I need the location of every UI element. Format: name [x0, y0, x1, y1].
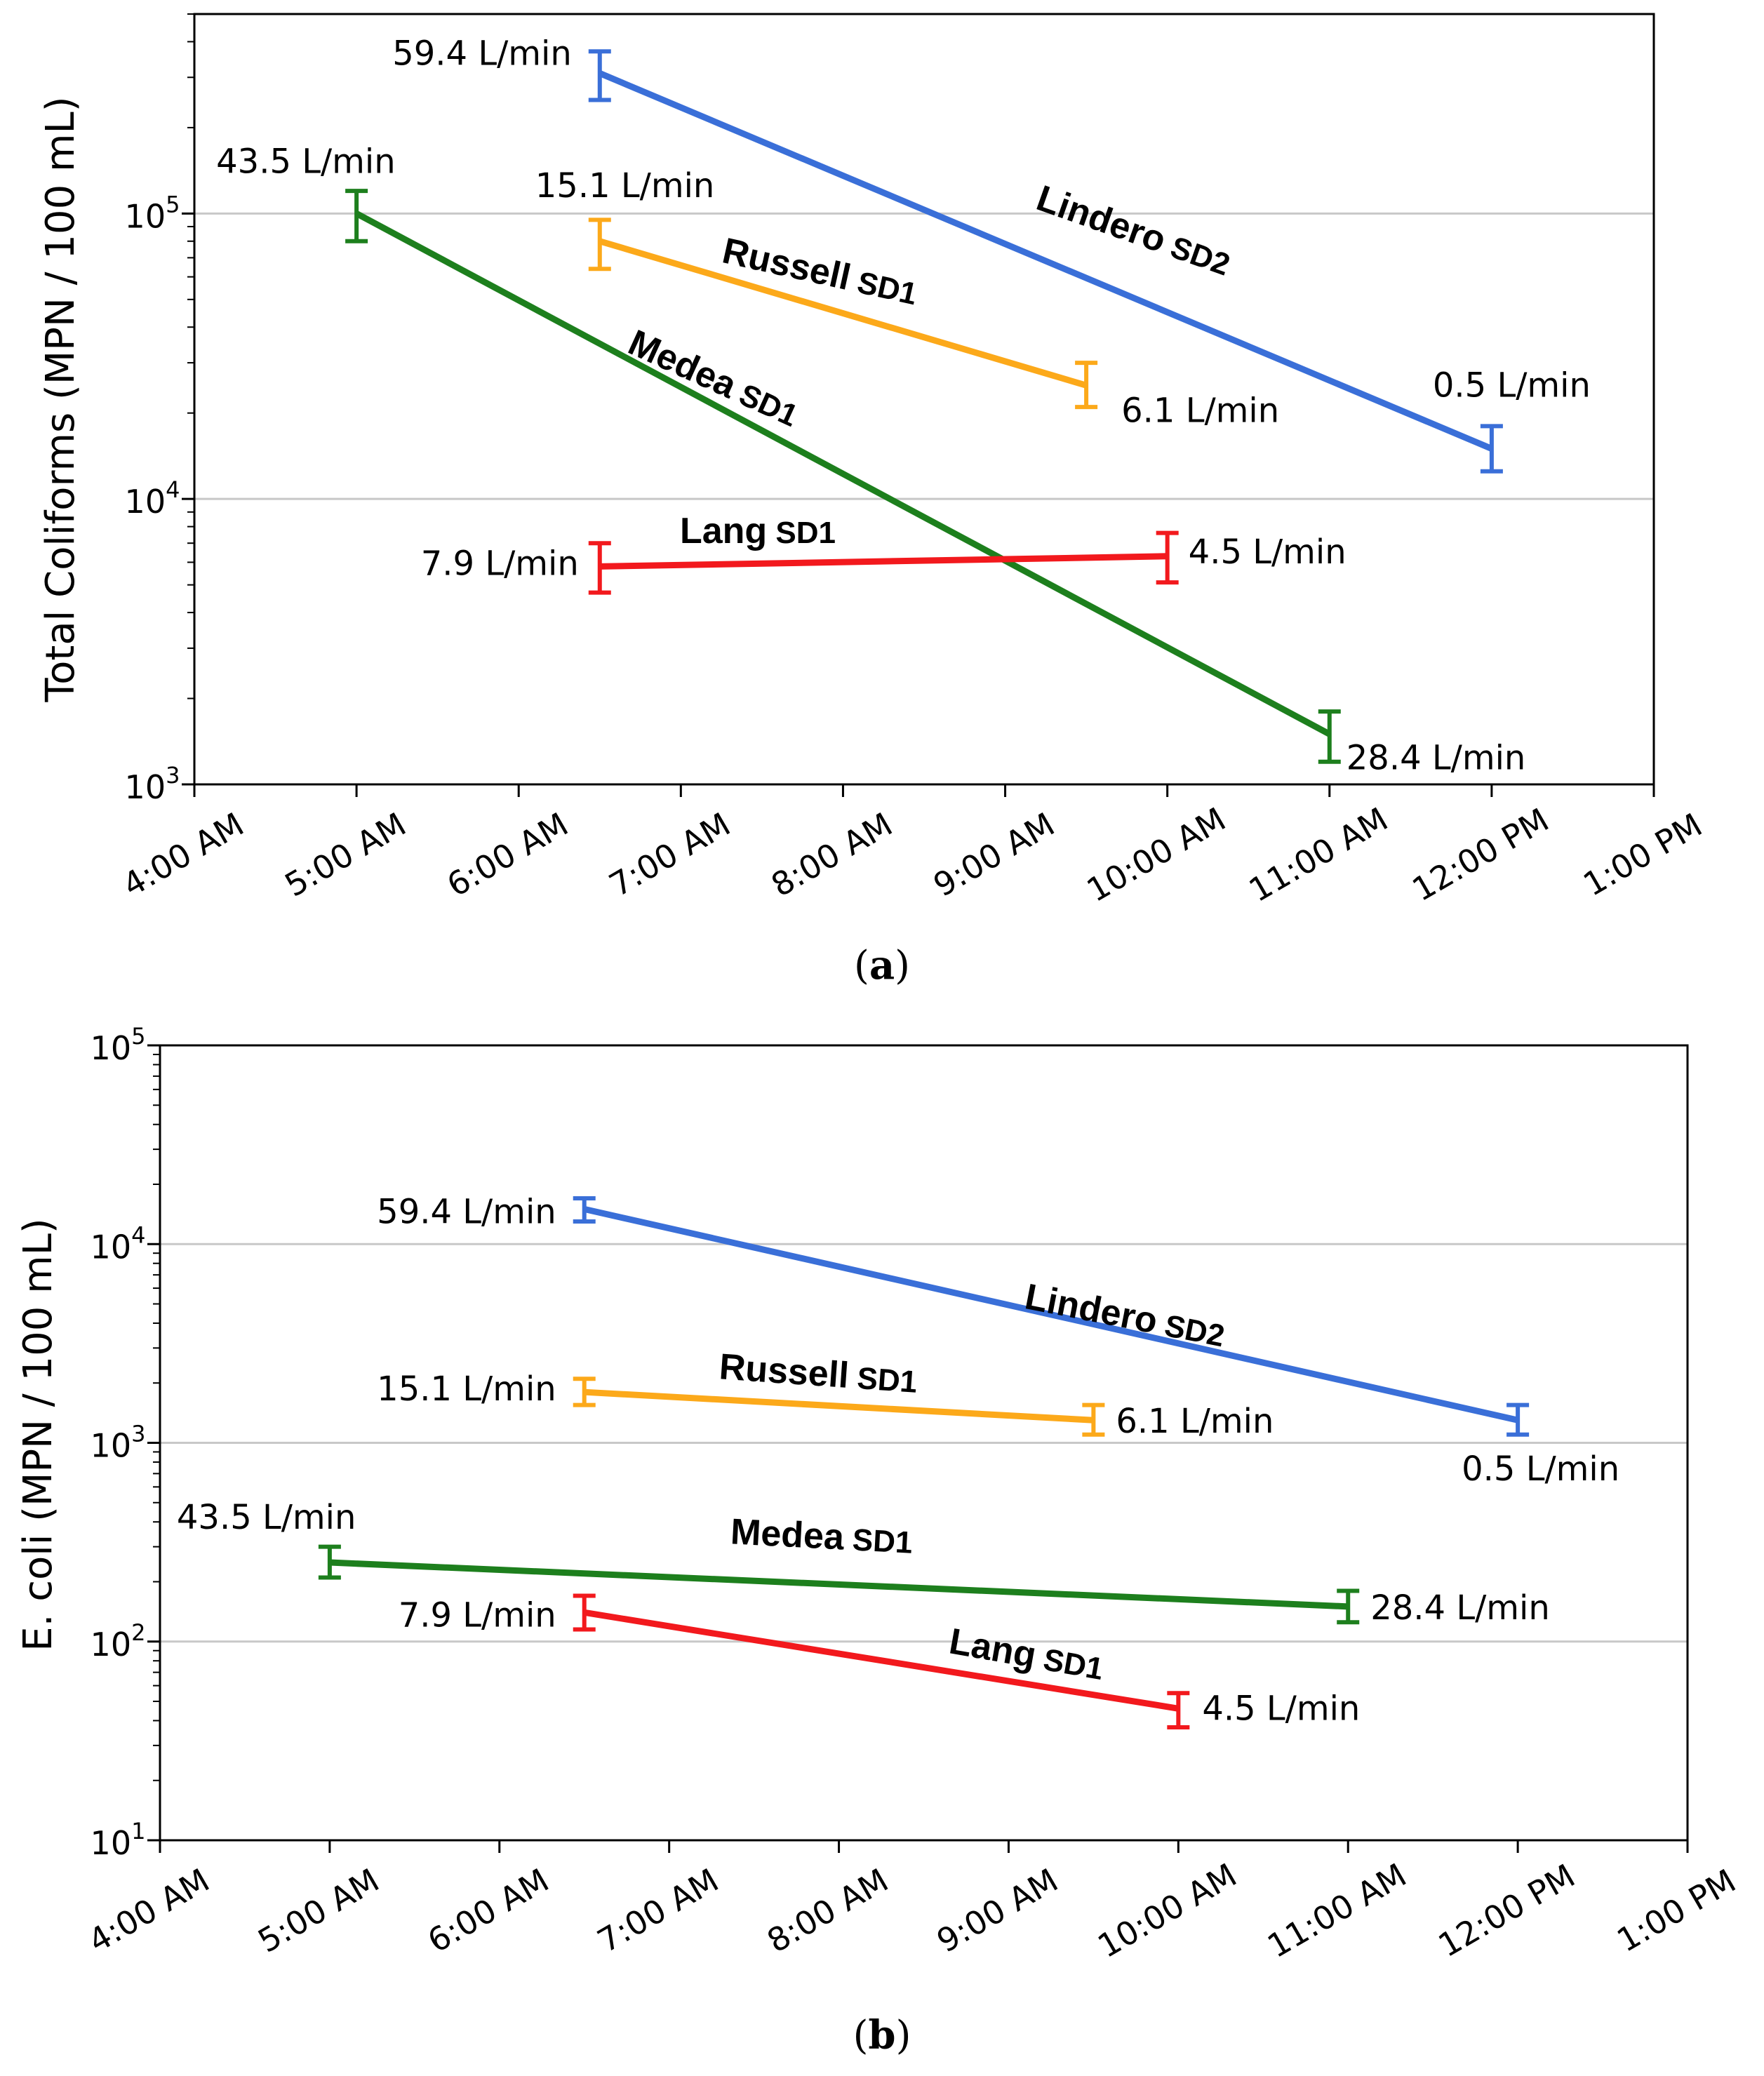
series-name-label: Russell SD1: [719, 230, 921, 313]
x-tick-label: 6:00 AM: [441, 805, 575, 904]
panel-label: (b): [853, 2012, 911, 2058]
x-tick-label: 5:00 AM: [279, 805, 413, 904]
error-bar: [573, 1196, 596, 1224]
error-bar: [1082, 1402, 1105, 1437]
error-bar: [588, 217, 611, 272]
series-line: [329, 1559, 1349, 1610]
panel-label: (a): [854, 942, 910, 989]
point-label: 0.5 L/min: [1462, 1449, 1619, 1489]
series-medea: 43.5 L/min 28.4 L/min Medea SD1: [177, 1498, 1550, 1628]
x-tick-label: 10:00 AM: [1081, 800, 1232, 909]
error-bar: [1075, 361, 1098, 410]
y-tick-label: 105: [91, 1023, 146, 1067]
point-label: 28.4 L/min: [1370, 1588, 1550, 1628]
y-tick-label: 105: [125, 191, 180, 235]
error-bar: [1156, 530, 1179, 585]
point-label: 15.1 L/min: [377, 1370, 556, 1409]
error-bar: [588, 541, 611, 595]
x-tick-label: 8:00 AM: [765, 805, 899, 904]
point-label: 59.4 L/min: [392, 34, 572, 73]
chart-panel-b: 101 102 103 104 105 4:00 AM 5:00 AM 6:00 AM 7:00…: [15, 1023, 1742, 2058]
series-name-label: Medea SD1: [622, 322, 805, 434]
y-tick-label: 104: [125, 476, 180, 521]
series-medea: 43.5 L/min 28.4 L/min Medea SD1: [216, 142, 1525, 777]
series-line: [584, 1609, 1180, 1712]
series-line: [584, 1388, 1094, 1424]
error-bar: [345, 189, 368, 243]
x-tick-label: 4:00 AM: [82, 1861, 216, 1960]
x-tick-label: 10:00 AM: [1091, 1856, 1243, 1965]
x-tick-label: 1:00 PM: [1577, 805, 1709, 903]
point-label: 7.9 L/min: [421, 544, 579, 583]
y-axis-label: Total Coliforms (MPN / 100 mL): [38, 96, 83, 702]
x-tick-label: 11:00 AM: [1243, 800, 1394, 909]
error-bar: [1480, 424, 1503, 474]
y-tick-label: 101: [91, 1818, 146, 1862]
y-axis-label: E. coli (MPN / 100 mL): [15, 1218, 61, 1652]
point-label: 6.1 L/min: [1121, 391, 1279, 430]
x-tick-label: 12:00 PM: [1405, 801, 1555, 909]
error-bar: [588, 49, 611, 102]
error-bar: [1337, 1588, 1360, 1625]
error-bar: [1318, 709, 1341, 764]
x-tick-label: 4:00 AM: [116, 805, 250, 904]
series-lang: 7.9 L/min 4.5 L/min Lang SD1: [421, 511, 1347, 595]
point-label: 59.4 L/min: [377, 1192, 556, 1231]
y-tick-label: 103: [91, 1421, 146, 1465]
series-lang: 7.9 L/min 4.5 L/min Lang SD1: [399, 1593, 1360, 1730]
series-name-label: Lang SD1: [947, 1621, 1107, 1688]
x-tick-label: 7:00 AM: [603, 805, 737, 904]
series-line: [599, 553, 1168, 570]
series-line: [599, 70, 1493, 452]
x-tick-label: 7:00 AM: [591, 1861, 725, 1960]
x-tick-label: 8:00 AM: [761, 1861, 895, 1960]
series-line: [583, 1205, 1519, 1424]
series-line: [354, 210, 1331, 737]
error-bar: [1167, 1691, 1190, 1730]
chart-panel-a: 103 104 105 4:00 AM 5:00 AM 6:00 AM 7:00 AM 8:0…: [38, 13, 1709, 989]
series-name-label: Medea SD1: [730, 1511, 914, 1562]
series-name-label: Lang SD1: [680, 511, 836, 551]
series-name-label: Lindero SD2: [1022, 1276, 1228, 1355]
point-label: 6.1 L/min: [1116, 1402, 1274, 1441]
point-label: 43.5 L/min: [216, 142, 396, 181]
point-label: 7.9 L/min: [399, 1595, 556, 1635]
x-tick-label: 11:00 AM: [1261, 1856, 1412, 1965]
error-bar: [573, 1377, 596, 1407]
x-tick-label: 5:00 AM: [252, 1861, 386, 1960]
y-tick-label: 103: [125, 762, 180, 806]
x-tick-label: 9:00 AM: [930, 1861, 1064, 1960]
x-tick-label: 6:00 AM: [421, 1861, 555, 1960]
point-label: 43.5 L/min: [177, 1498, 356, 1537]
series-lindero: 59.4 L/min 0.5 L/min Lindero SD2: [377, 1192, 1619, 1489]
series-russell: 15.1 L/min 6.1 L/min Russell SD1: [377, 1346, 1274, 1441]
point-label: 4.5 L/min: [1202, 1689, 1360, 1728]
x-tick-label: 1:00 PM: [1610, 1861, 1742, 1959]
error-bar: [318, 1544, 341, 1580]
point-label: 28.4 L/min: [1347, 738, 1526, 777]
error-bar: [573, 1593, 596, 1632]
series-name-label: Russell SD1: [718, 1346, 918, 1401]
y-tick-label: 104: [91, 1221, 146, 1266]
error-bar: [1506, 1402, 1530, 1437]
point-label: 15.1 L/min: [535, 166, 715, 206]
y-tick-label: 102: [91, 1619, 146, 1663]
plot-area-frame: [193, 13, 1655, 786]
x-tick-label: 9:00 AM: [927, 805, 1061, 904]
point-label: 0.5 L/min: [1433, 366, 1591, 406]
series-line: [599, 238, 1088, 389]
point-label: 4.5 L/min: [1189, 533, 1347, 572]
x-tick-label: 12:00 PM: [1432, 1856, 1582, 1964]
